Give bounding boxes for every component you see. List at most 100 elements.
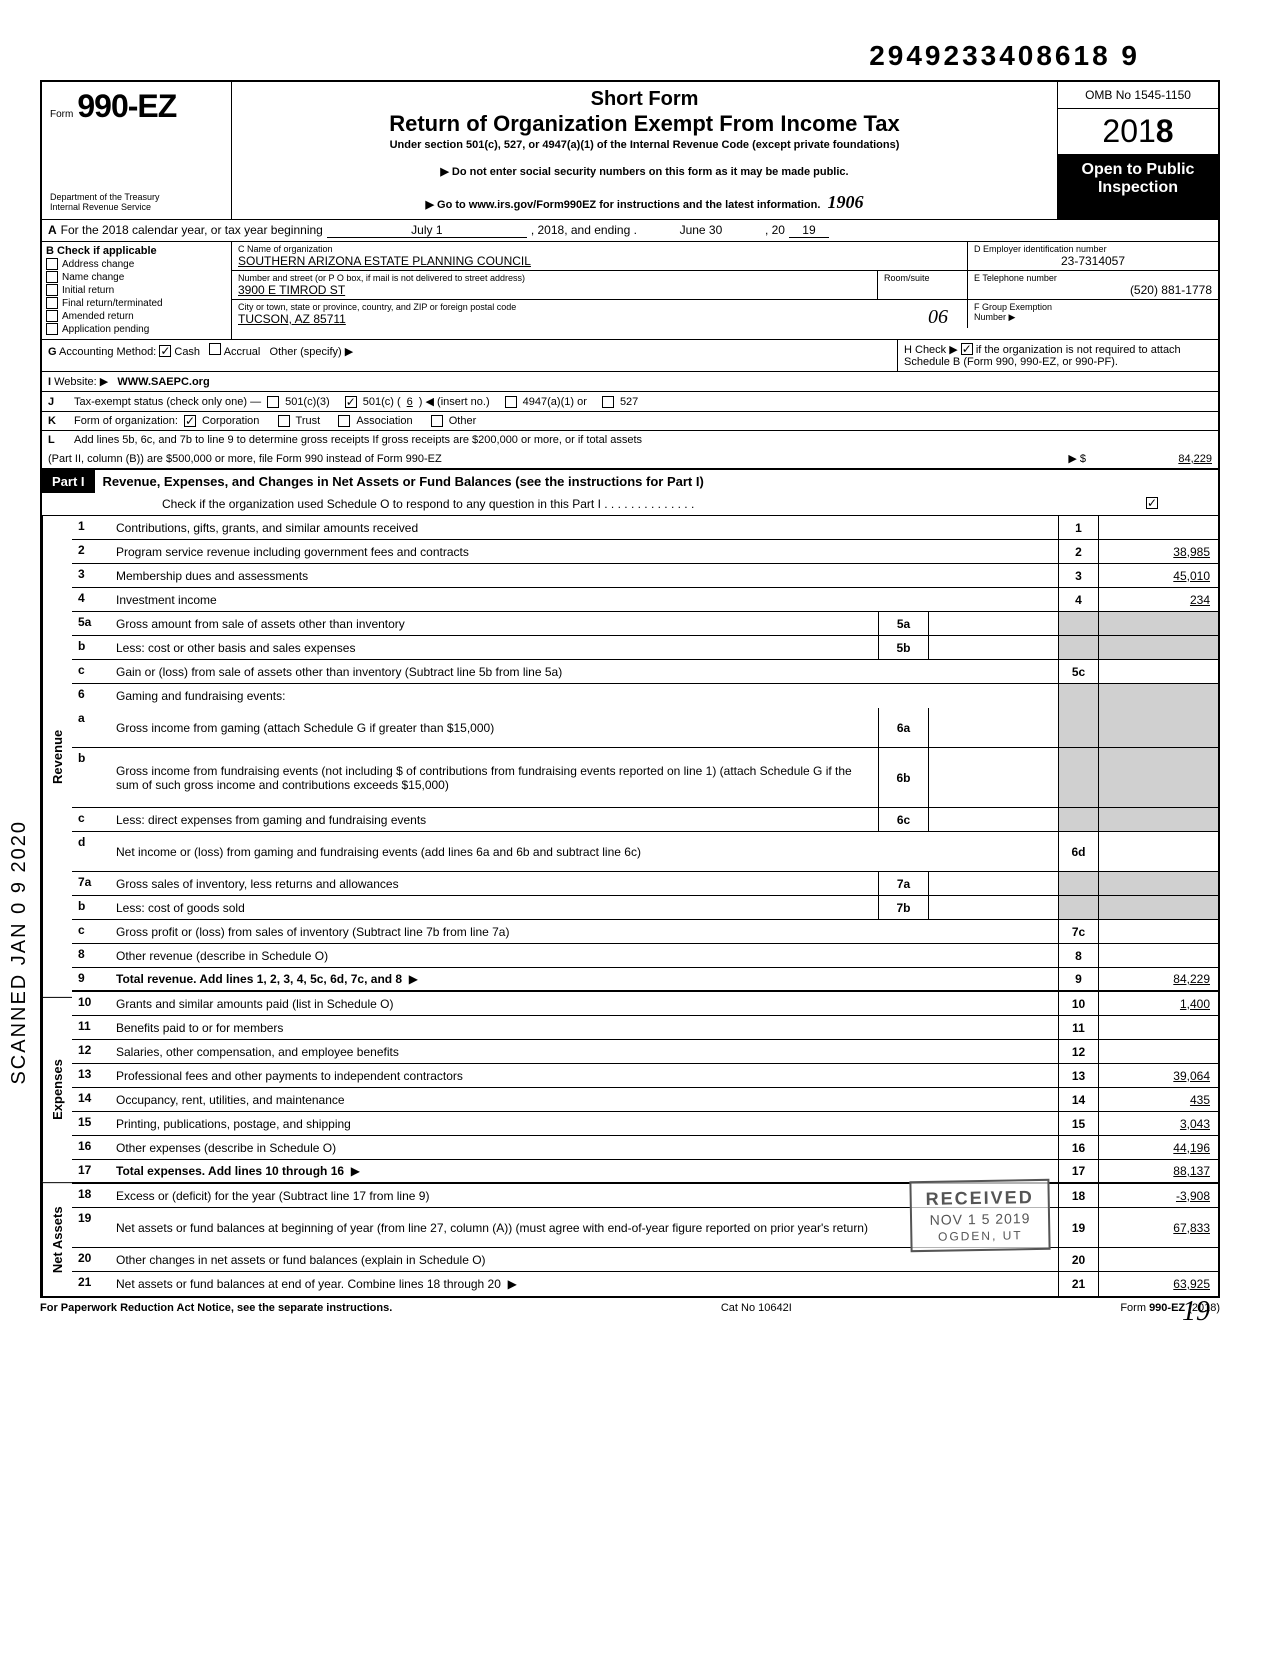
line-2: 2Program service revenue including gover…: [72, 540, 1218, 564]
org-name-label: C Name of organization: [238, 244, 961, 254]
form-id-box: Form 990-EZ Department of the Treasury I…: [42, 82, 232, 219]
open-to-public: Open to Public Inspection: [1058, 155, 1218, 219]
row-a-label: A: [48, 223, 57, 237]
chk-amended[interactable]: Amended return: [46, 310, 227, 322]
title-note2: ▶ Go to www.irs.gov/Form990EZ for instru…: [242, 192, 1047, 213]
tel-cell: E Telephone number (520) 881-1778: [968, 271, 1218, 299]
title-main: Return of Organization Exempt From Incom…: [242, 111, 1047, 137]
accrual-label: Accrual: [224, 346, 261, 358]
k-text: Form of organization:: [74, 415, 178, 427]
line-6b: bGross income from fundraising events (n…: [72, 748, 1218, 808]
chk-527[interactable]: [602, 396, 614, 408]
ein-label: D Employer identification number: [974, 244, 1212, 254]
row-a-tax-year: A For the 2018 calendar year, or tax yea…: [40, 219, 1220, 242]
chk-501c3[interactable]: [267, 396, 279, 408]
line-21: 21Net assets or fund balances at end of …: [72, 1272, 1218, 1296]
chk-final-return[interactable]: Final return/terminated: [46, 297, 227, 309]
ein-value: 23-7314057: [974, 254, 1212, 268]
title-note1: ▶ Do not enter social security numbers o…: [242, 165, 1047, 178]
line-15: 15Printing, publications, postage, and s…: [72, 1112, 1218, 1136]
page-footer: For Paperwork Reduction Act Notice, see …: [40, 1298, 1220, 1318]
side-netassets: Net Assets: [42, 1182, 72, 1296]
chk-address-change[interactable]: Address change: [46, 258, 227, 270]
4947-label: 4947(a)(1) or: [523, 396, 587, 408]
i-text: Website: ▶: [54, 376, 108, 388]
ein-cell: D Employer identification number 23-7314…: [968, 242, 1218, 270]
row-h-cont: [898, 372, 1218, 391]
tel-label: E Telephone number: [974, 273, 1212, 283]
org-name-value: SOUTHERN ARIZONA ESTATE PLANNING COUNCIL: [238, 254, 961, 268]
line-14: 14Occupancy, rent, utilities, and mainte…: [72, 1088, 1218, 1112]
501c-end: ) ◀ (insert no.): [419, 395, 490, 408]
city-label: City or town, state or province, country…: [238, 302, 961, 312]
g-label: G: [48, 346, 57, 358]
chk-accrual[interactable]: [209, 343, 221, 355]
line-6d: dNet income or (loss) from gaming and fu…: [72, 832, 1218, 872]
row-j: J Tax-exempt status (check only one) — 5…: [40, 392, 1220, 412]
line-6c: cLess: direct expenses from gaming and f…: [72, 808, 1218, 832]
website-value: WWW.SAEPC.org: [117, 376, 209, 388]
part1-title: Revenue, Expenses, and Changes in Net As…: [95, 470, 1218, 493]
tel-value: (520) 881-1778: [974, 283, 1212, 297]
title-link-text: ▶ Go to www.irs.gov/Form990EZ for instru…: [426, 199, 821, 211]
tax-year: 2018: [1058, 109, 1218, 155]
stamp-date: NOV 1 5 2019: [926, 1210, 1034, 1228]
line9-text: Total revenue. Add lines 1, 2, 3, 4, 5c,…: [116, 972, 402, 986]
section-bcdef: B Check if applicable Address change Nam…: [40, 242, 1220, 340]
street-label: Number and street (or P O box, if mail i…: [238, 273, 871, 283]
form-page: 2949233408618 9 Form 990-EZ Department o…: [0, 0, 1280, 1358]
corp-label: Corporation: [202, 415, 259, 427]
row-g: G Accounting Method: Cash Accrual Other …: [42, 340, 898, 371]
line-5a: 5aGross amount from sale of assets other…: [72, 612, 1218, 636]
city-value: TUCSON, AZ 85711: [238, 312, 961, 326]
chk-initial-return[interactable]: Initial return: [46, 284, 227, 296]
row-a-yy: 19: [789, 223, 829, 238]
line-7c: cGross profit or (loss) from sales of in…: [72, 920, 1218, 944]
line-7b: bLess: cost of goods sold7b: [72, 896, 1218, 920]
scanned-stamp: SCANNED JAN 0 9 2020: [8, 820, 31, 1085]
part1-header: Part I Revenue, Expenses, and Changes in…: [40, 470, 1220, 493]
line21-text: Net assets or fund balances at end of ye…: [116, 1277, 501, 1291]
chk-501c[interactable]: [345, 396, 357, 408]
l-label: L: [48, 434, 68, 446]
line-6: 6Gaming and fundraising events:: [72, 684, 1218, 708]
row-a-end: June 30: [641, 223, 761, 237]
chk-other-org[interactable]: [431, 415, 443, 427]
chk-h[interactable]: [961, 343, 973, 355]
chk-name-change[interactable]: Name change: [46, 271, 227, 283]
footer-mid: Cat No 10642I: [721, 1302, 792, 1314]
line-13: 13Professional fees and other payments t…: [72, 1064, 1218, 1088]
document-locator-number: 2949233408618 9: [40, 40, 1220, 72]
other-label: Other (specify) ▶: [270, 346, 354, 358]
j-label: J: [48, 396, 68, 408]
city-cell: City or town, state or province, country…: [232, 300, 968, 328]
chk-corp[interactable]: [184, 415, 196, 427]
room-label: Room/suite: [884, 273, 961, 283]
chk-assoc[interactable]: [338, 415, 350, 427]
line-4: 4Investment income4234: [72, 588, 1218, 612]
chk-application-pending[interactable]: Application pending: [46, 323, 227, 335]
g-text: Accounting Method:: [59, 346, 156, 358]
chk-schedule-o[interactable]: [1146, 497, 1158, 509]
row-i: I Website: ▶ WWW.SAEPC.org: [40, 372, 1220, 392]
chk-cash[interactable]: [159, 345, 171, 357]
row-a-mid: , 2018, and ending .: [531, 223, 637, 237]
l-text1: Add lines 5b, 6c, and 7b to line 9 to de…: [74, 434, 1186, 446]
j-text: Tax-exempt status (check only one) —: [74, 396, 261, 408]
chk-4947[interactable]: [505, 396, 517, 408]
handwritten-page-num: 19: [1182, 1296, 1210, 1328]
street-cell: Number and street (or P O box, if mail i…: [232, 271, 878, 299]
l-arrow: ▶ $: [448, 452, 1086, 465]
l-value: 84,229: [1092, 453, 1212, 465]
received-stamp: RECEIVED NOV 1 5 2019 OGDEN, UT: [909, 1179, 1050, 1252]
line-3: 3Membership dues and assessments345,010: [72, 564, 1218, 588]
col-b-hdr-text: B Check if applicable: [46, 245, 157, 257]
form-number: 990-EZ: [77, 88, 176, 125]
group-label2: Number ▶: [974, 312, 1212, 323]
side-revenue: Revenue: [42, 516, 72, 997]
title-sub: Under section 501(c), 527, or 4947(a)(1)…: [242, 139, 1047, 151]
chk-trust[interactable]: [278, 415, 290, 427]
trust-label: Trust: [296, 415, 321, 427]
line-7a: 7aGross sales of inventory, less returns…: [72, 872, 1218, 896]
year-01: 01: [1120, 113, 1156, 149]
